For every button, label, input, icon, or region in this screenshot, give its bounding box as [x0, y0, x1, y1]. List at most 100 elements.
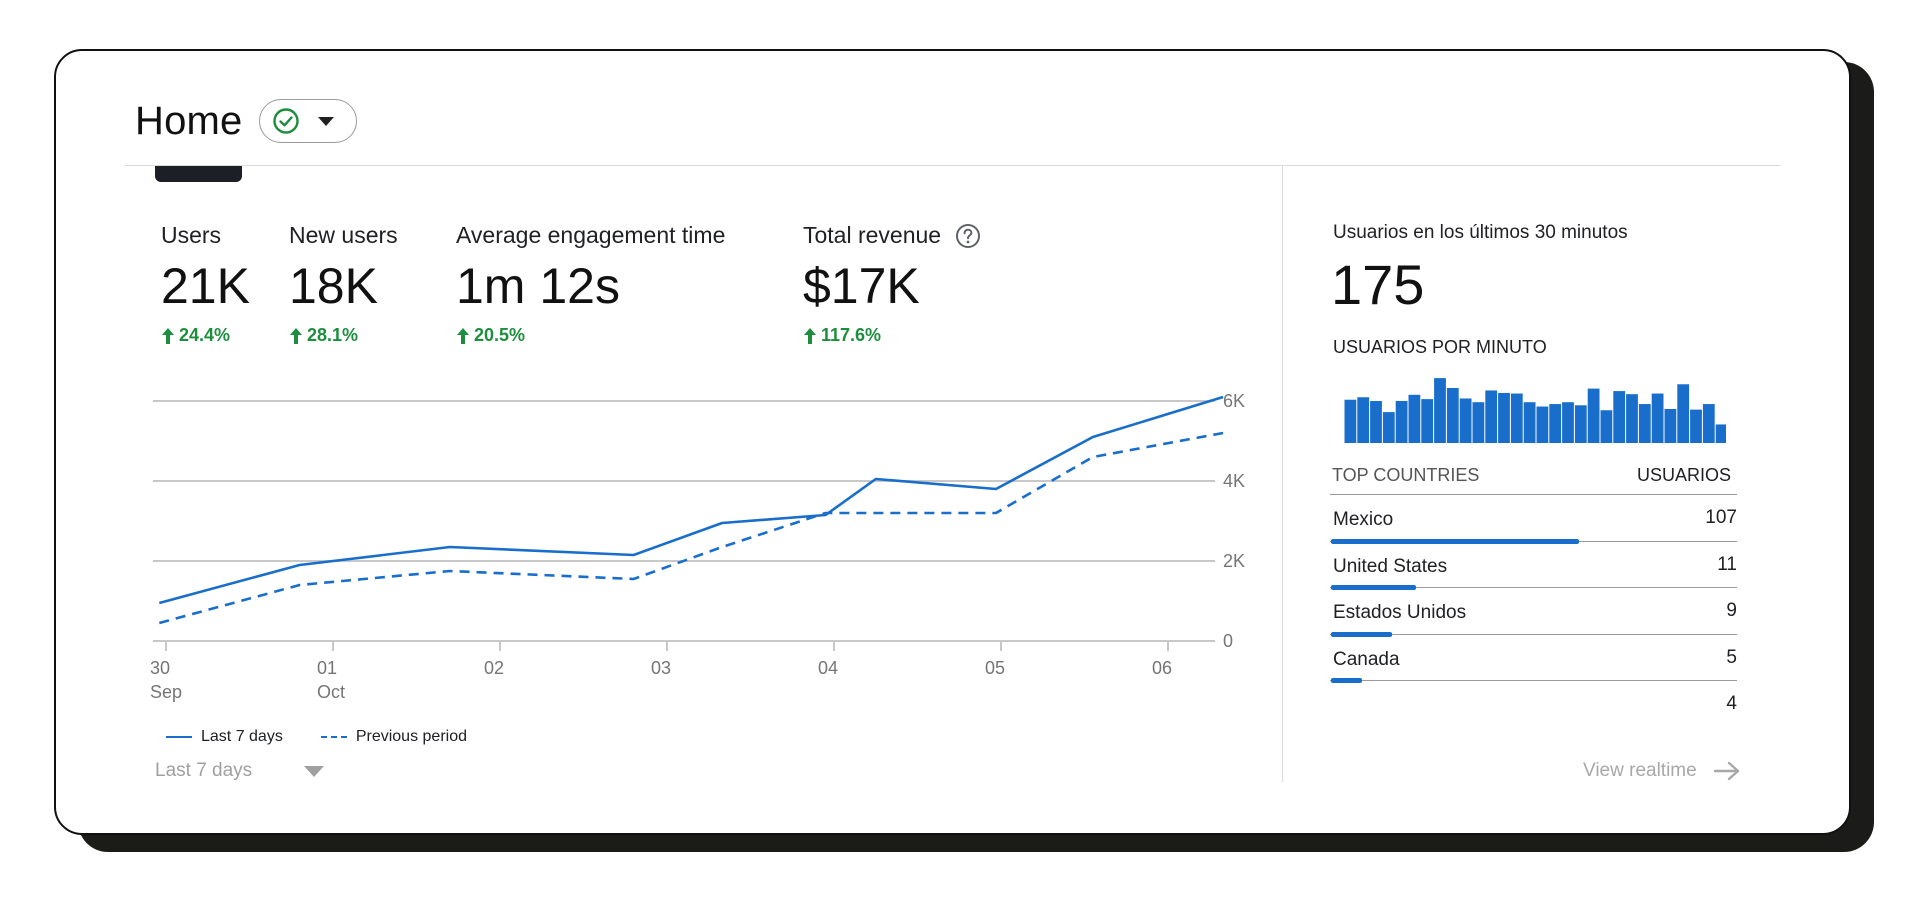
- per-minute-bar[interactable]: [1408, 394, 1421, 443]
- country-users: 4: [1726, 693, 1737, 714]
- date-range-label: Last 7 days: [155, 760, 253, 781]
- metric-value: $17K: [803, 258, 920, 314]
- per-minute-bar[interactable]: [1434, 378, 1446, 443]
- table-row[interactable]: 4: [1330, 681, 1737, 728]
- page-title: Home: [135, 98, 243, 143]
- arrow-up-icon: [290, 327, 302, 344]
- y-tick-label: 2K: [1223, 551, 1245, 571]
- per-minute-bar[interactable]: [1370, 400, 1382, 443]
- metric-value: 1m 12s: [456, 258, 620, 314]
- status-dropdown[interactable]: [258, 99, 357, 143]
- line-chart[interactable]: 0 2K 4K 6K 30 Sep 01 Oct 02 03 04 05 06: [140, 376, 1270, 716]
- per-minute-bar[interactable]: [1549, 404, 1562, 443]
- per-minute-bar[interactable]: [1395, 400, 1408, 443]
- per-minute-bar[interactable]: [1498, 392, 1510, 443]
- realtime-users-count: 175: [1331, 253, 1425, 316]
- per-minute-bar[interactable]: [1357, 397, 1370, 443]
- per-minute-bar[interactable]: [1485, 390, 1498, 443]
- per-minute-label: USUARIOS POR MINUTO: [1333, 337, 1547, 357]
- legend-swatch-solid: [166, 736, 192, 738]
- per-minute-bar[interactable]: [1472, 402, 1485, 443]
- per-minute-bar[interactable]: [1677, 384, 1690, 443]
- per-minute-bar[interactable]: [1459, 398, 1472, 443]
- country-name: Canada: [1333, 648, 1400, 670]
- metric-delta-value: 117.6%: [821, 325, 882, 345]
- x-tick-label: 06: [1152, 658, 1172, 678]
- metric-label: Users: [161, 222, 222, 248]
- metric-engagement-time[interactable]: Average engagement time 1m 12s 20.5%: [456, 222, 725, 346]
- per-minute-bar[interactable]: [1587, 388, 1600, 443]
- view-realtime-label: View realtime: [1583, 760, 1697, 781]
- chevron-down-icon: [304, 765, 325, 777]
- metric-value: 21K: [161, 258, 250, 314]
- per-minute-bar[interactable]: [1510, 393, 1523, 443]
- chevron-down-icon: [317, 116, 334, 126]
- series-line-solid[interactable]: [158, 395, 1224, 605]
- x-tick-sublabel: Oct: [317, 682, 345, 702]
- table-row[interactable]: Canada 5: [1330, 635, 1737, 683]
- page-header: Home: [135, 96, 357, 146]
- per-minute-bar[interactable]: [1638, 404, 1651, 443]
- per-minute-bar[interactable]: [1574, 405, 1587, 443]
- per-minute-bar[interactable]: [1600, 410, 1613, 443]
- metric-delta: 117.6%: [803, 325, 981, 346]
- country-share-bar: [1331, 538, 1580, 544]
- realtime-label: Usuarios en los últimos 30 minutos: [1333, 222, 1628, 243]
- metric-delta-value: 28.1%: [307, 325, 359, 345]
- x-tick-label: 30: [150, 658, 170, 678]
- country-users: 9: [1726, 600, 1737, 621]
- per-minute-bar-chart[interactable]: [1344, 375, 1726, 443]
- country-share-bar: [1331, 678, 1362, 683]
- metric-delta: 20.5%: [456, 325, 725, 346]
- per-minute-bar[interactable]: [1715, 424, 1726, 443]
- per-minute-bar[interactable]: [1523, 402, 1536, 443]
- y-tick-label: 0: [1223, 631, 1233, 651]
- per-minute-bar[interactable]: [1382, 412, 1395, 443]
- metric-new-users[interactable]: New users 18K 28.1%: [289, 222, 398, 346]
- users-header: USUARIOS: [1636, 465, 1731, 485]
- countries-header: TOP COUNTRIES: [1332, 465, 1480, 485]
- per-minute-bar[interactable]: [1626, 394, 1638, 443]
- table-row[interactable]: United States 11: [1330, 542, 1737, 590]
- per-minute-bar[interactable]: [1536, 406, 1549, 443]
- table-row[interactable]: Estados Unidos 9: [1330, 588, 1737, 637]
- x-tick-label: 05: [985, 658, 1005, 678]
- per-minute-bar[interactable]: [1421, 399, 1434, 443]
- series-line-dashed[interactable]: [158, 431, 1224, 625]
- x-tick-label: 02: [484, 658, 504, 678]
- top-countries-table: TOP COUNTRIES USUARIOS Mexico 107 United…: [1330, 465, 1737, 728]
- x-tick-sublabel: Sep: [150, 682, 182, 702]
- per-minute-bar[interactable]: [1344, 399, 1357, 443]
- date-range-dropdown[interactable]: Last 7 days: [155, 760, 325, 782]
- arrow-up-icon: [804, 327, 816, 344]
- arrow-right-icon: [1713, 761, 1739, 781]
- country-name: United States: [1333, 555, 1448, 577]
- country-name: Estados Unidos: [1333, 602, 1467, 623]
- per-minute-bar[interactable]: [1446, 387, 1459, 443]
- header-divider: [125, 165, 1781, 166]
- view-realtime-link[interactable]: View realtime: [1583, 760, 1741, 782]
- country-share-bar: [1331, 585, 1417, 590]
- help-icon[interactable]: [955, 223, 981, 249]
- per-minute-bar[interactable]: [1664, 409, 1677, 443]
- per-minute-bar[interactable]: [1690, 409, 1702, 443]
- check-circle-icon: [272, 108, 299, 134]
- y-tick-label: 4K: [1223, 471, 1245, 491]
- metric-label: Total revenue: [803, 222, 981, 249]
- country-users: 11: [1717, 553, 1737, 575]
- per-minute-bar[interactable]: [1651, 393, 1664, 443]
- metric-delta-value: 20.5%: [474, 325, 526, 345]
- metric-delta-value: 24.4%: [179, 325, 231, 345]
- country-users: 107: [1705, 507, 1737, 528]
- arrow-up-icon: [162, 327, 174, 344]
- per-minute-bar[interactable]: [1702, 404, 1715, 443]
- per-minute-bar[interactable]: [1613, 391, 1626, 443]
- metric-users[interactable]: Users 21K 24.4%: [161, 222, 250, 346]
- metric-value: 18K: [289, 258, 378, 314]
- metric-label: New users: [289, 222, 398, 248]
- arrow-up-icon: [457, 327, 469, 344]
- per-minute-bar[interactable]: [1562, 402, 1574, 443]
- metric-total-revenue[interactable]: Total revenue $17K 117.6%: [803, 222, 981, 346]
- chart-legend: Last 7 days Previous period: [166, 728, 505, 746]
- table-row[interactable]: Mexico 107: [1330, 495, 1737, 544]
